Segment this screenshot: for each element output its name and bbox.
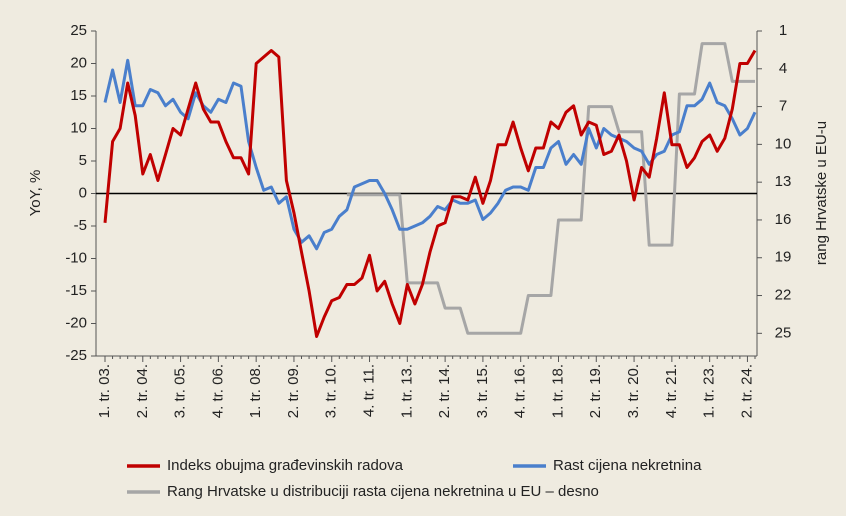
y2-tick-label: 25 [775, 324, 792, 341]
y-tick-label: 15 [70, 87, 87, 104]
x-tick-label: 4. tr. 21. [663, 364, 680, 418]
y2-tick-label: 13 [775, 173, 792, 190]
y-tick-label: -5 [74, 217, 87, 234]
y-tick-label: -10 [65, 249, 87, 266]
x-tick-label: 1. tr. 23. [701, 364, 718, 418]
y-tick-label: 0 [79, 184, 87, 201]
y2-tick-label: 7 [779, 98, 787, 115]
series-line [103, 58, 757, 251]
y-tick-label: 5 [79, 152, 87, 169]
legend-label: Rast cijena nekretnina [553, 457, 702, 474]
y-tick-label: -20 [65, 314, 87, 331]
y2-tick-label: 16 [775, 211, 792, 228]
x-tick-label: 3. tr. 15. [474, 364, 491, 418]
y-tick-label: -25 [65, 347, 87, 364]
x-tick-label: 1. tr. 08. [247, 364, 264, 418]
x-tick-label: 2. tr. 14. [436, 364, 453, 418]
y2-tick-label: 19 [775, 249, 792, 266]
y2-axis-label: rang Hrvatske u EU-u [813, 121, 830, 265]
x-tick-label: 1. tr. 18. [549, 364, 566, 418]
x-tick-label: 2. tr. 24. [738, 364, 755, 418]
y-tick-label: 20 [70, 54, 87, 71]
x-tick-label: 1. tr. 03. [96, 364, 113, 418]
y2-tick-label: 4 [779, 60, 787, 77]
x-tick-label: 3. tr. 20. [625, 364, 642, 418]
legend-label: Indeks obujma građevinskih radova [167, 457, 404, 474]
y-axis-label: YoY, % [27, 170, 44, 217]
x-tick-label: 3. tr. 10. [323, 364, 340, 418]
legend-label: Rang Hrvatske u distribuciji rasta cijen… [167, 483, 599, 500]
x-tick-label: 2. tr. 04. [134, 364, 151, 418]
x-tick-label: 1. tr. 13. [398, 364, 415, 418]
y2-tick-label: 1 [779, 22, 787, 39]
y-tick-label: 25 [70, 22, 87, 39]
x-tick-label: 4. tr. 06. [209, 364, 226, 418]
x-tick-label: 3. tr. 05. [172, 364, 189, 418]
x-tick-label: 2. tr. 19. [587, 364, 604, 418]
x-tick-label: 2. tr. 09. [285, 364, 302, 418]
x-tick-label: 4. tr. 11. [361, 364, 378, 417]
y-tick-label: -15 [65, 282, 87, 299]
series-line [103, 49, 757, 338]
y2-tick-label: 22 [775, 287, 792, 304]
x-tick-label: 4. tr. 16. [512, 364, 529, 418]
y-tick-label: 10 [70, 119, 87, 136]
y2-tick-label: 10 [775, 135, 792, 152]
series-line [346, 42, 755, 335]
